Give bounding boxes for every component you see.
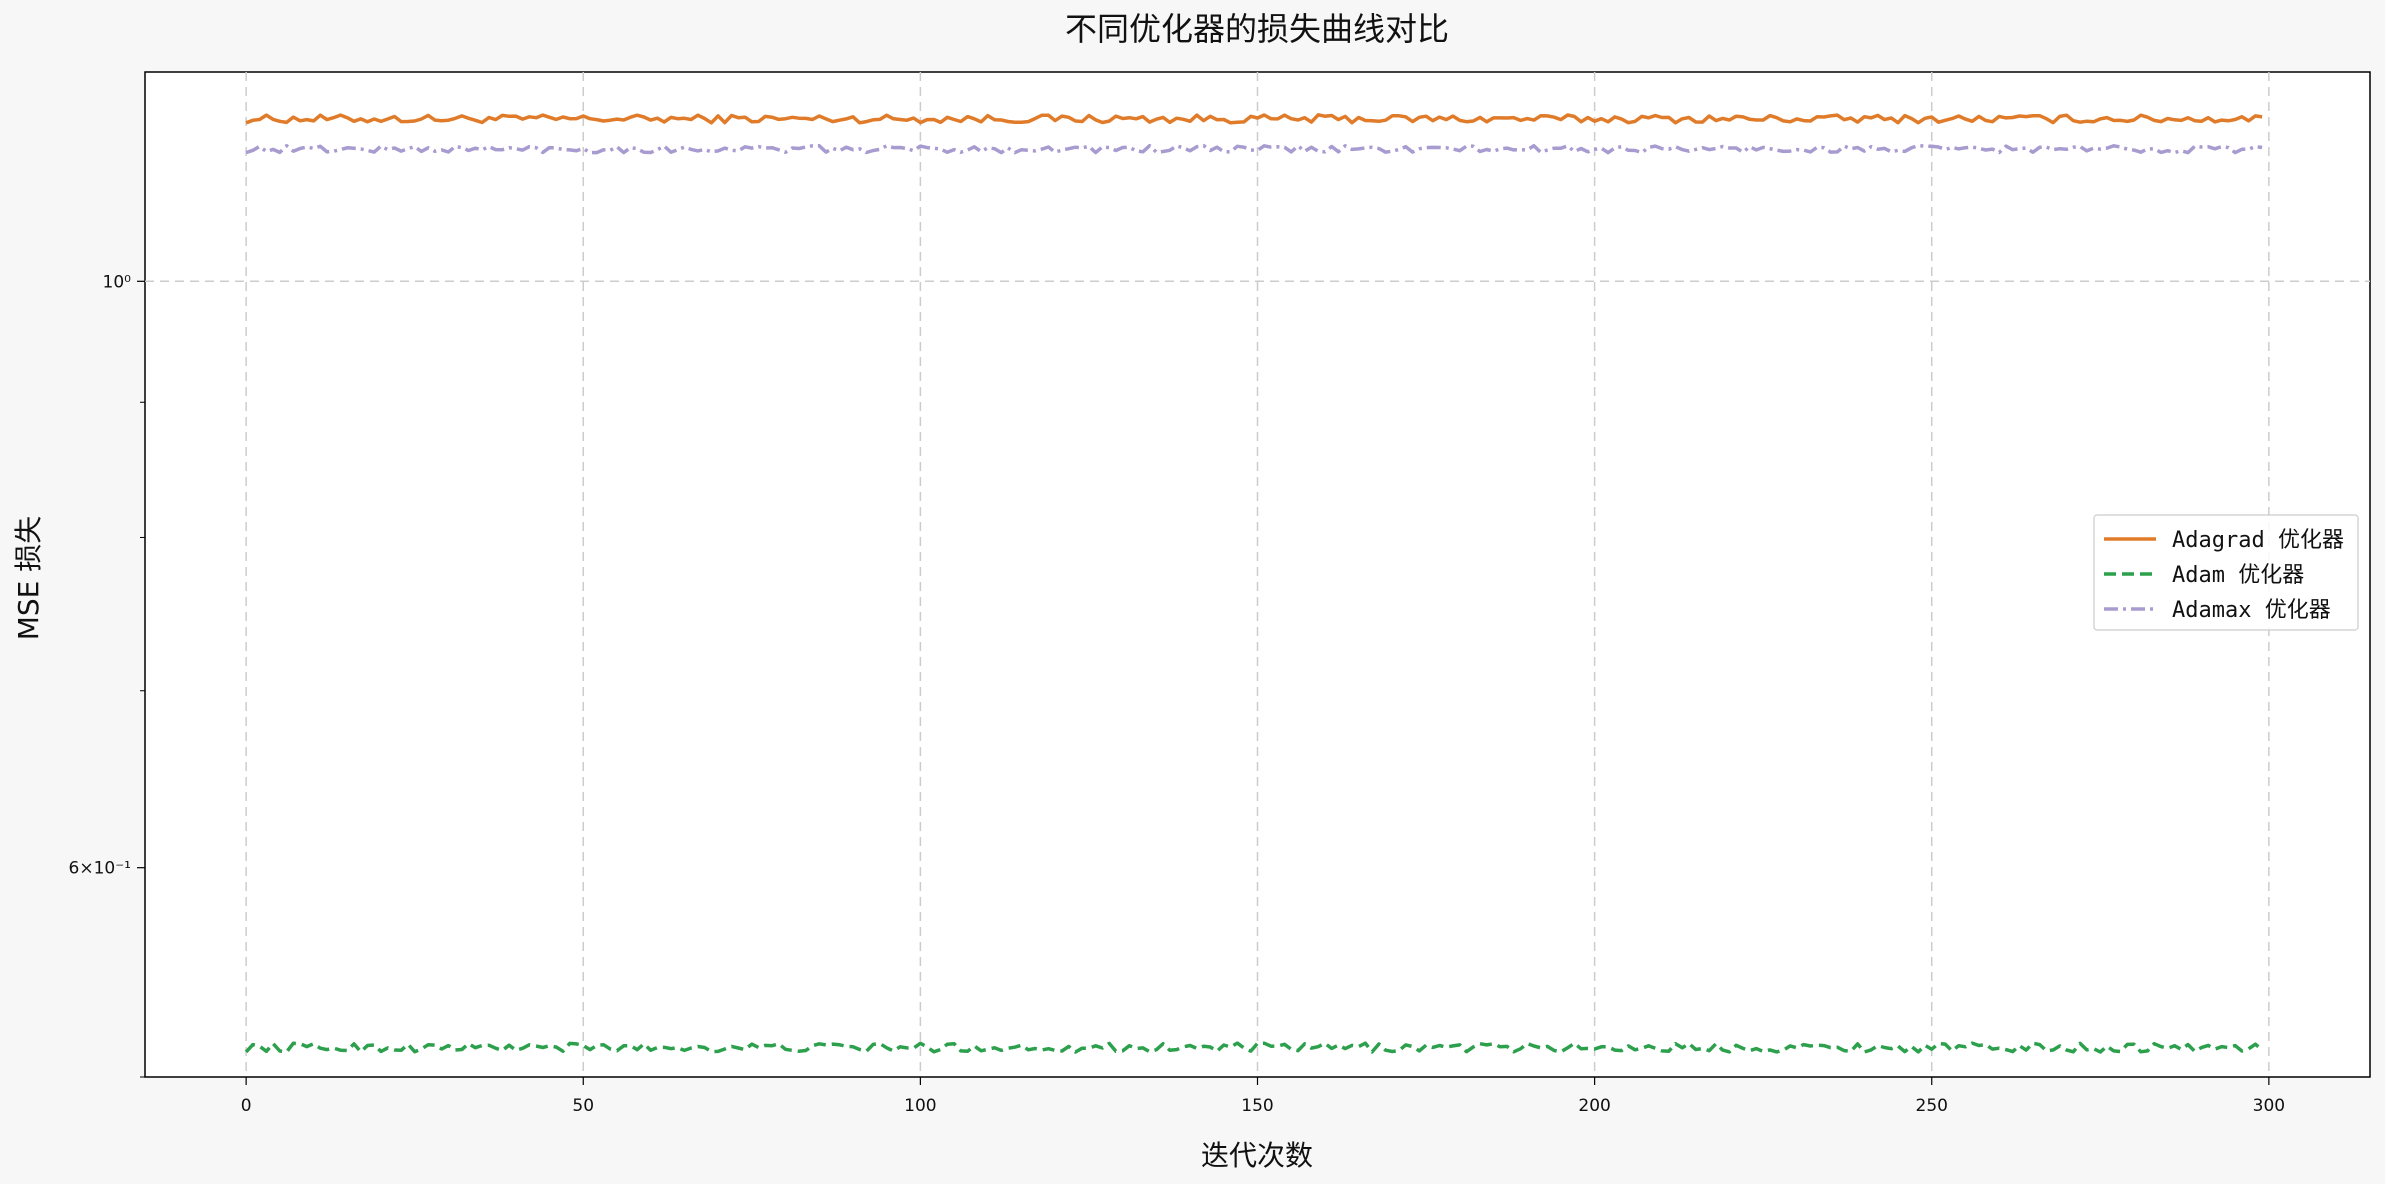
ticks: 0 50 100 150 200 250 300 10⁰ 6×10⁻¹ <box>69 272 2286 1116</box>
x-tick-label: 200 <box>1578 1096 1610 1116</box>
legend-label-0: Adagrad 优化器 <box>2172 528 2344 553</box>
x-tick-label: 300 <box>2253 1096 2285 1116</box>
legend-label-1: Adam 优化器 <box>2172 563 2304 588</box>
chart-title: 不同优化器的损失曲线对比 <box>1065 10 1449 48</box>
x-axis-label: 迭代次数 <box>1201 1139 1313 1172</box>
series-line-1 <box>244 1041 2264 1054</box>
legend-label-2: Adamax 优化器 <box>2172 598 2331 623</box>
legend-box <box>2093 514 2359 631</box>
series-line-0 <box>245 113 2263 125</box>
x-tick-label: 50 <box>572 1096 594 1116</box>
y-tick-label: 10⁰ <box>103 272 132 292</box>
y-tick-label: 6×10⁻¹ <box>69 859 131 879</box>
x-tick-label: 250 <box>1916 1096 1948 1116</box>
series-group <box>244 113 2264 1054</box>
x-tick-label: 100 <box>904 1096 936 1116</box>
y-axis-label: MSE 损失 <box>12 516 45 641</box>
legend: Adagrad 优化器 Adam 优化器 Adamax 优化器 <box>2093 514 2359 631</box>
x-tick-label: 0 <box>241 1096 252 1116</box>
x-tick-label: 150 <box>1241 1096 1273 1116</box>
